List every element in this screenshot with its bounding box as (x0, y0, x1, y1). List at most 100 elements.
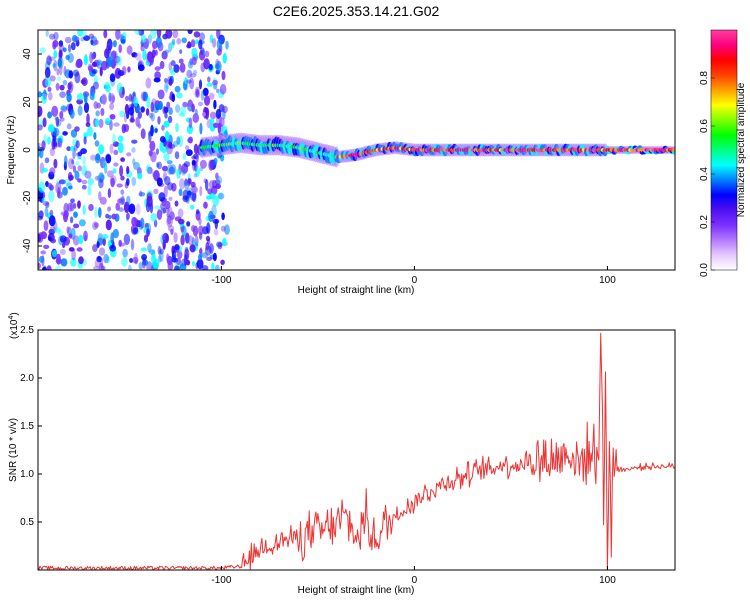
noise-blob (212, 37, 217, 48)
noise-blob (116, 82, 123, 94)
noise-blob (109, 244, 117, 252)
noise-blob (106, 38, 113, 51)
noise-blob (38, 262, 41, 269)
noise-blob (71, 35, 78, 43)
noise-blob (52, 63, 56, 68)
noise-blob (216, 193, 223, 200)
noise-blob (176, 38, 182, 45)
snr-series-line (38, 332, 675, 570)
noise-blob (145, 60, 150, 66)
noise-blob (64, 36, 72, 44)
noise-blob (53, 50, 58, 59)
noise-blob (187, 41, 192, 49)
noise-blob (115, 202, 120, 211)
noise-blob (222, 237, 227, 247)
noise-blob (138, 262, 144, 270)
noise-blob (79, 219, 86, 227)
noise-blob (140, 128, 146, 139)
noise-blob (98, 207, 102, 218)
noise-blob (77, 178, 82, 183)
noise-blob (140, 91, 147, 102)
noise-blob (98, 191, 102, 201)
colorbar-label: Normalized spectral amplitude (736, 82, 747, 217)
noise-blob (225, 40, 229, 50)
noise-blob (112, 228, 120, 239)
noise-blob (198, 32, 206, 41)
noise-blob (146, 195, 153, 208)
noise-blob (72, 165, 77, 173)
noise-blob (47, 111, 52, 119)
noise-blob (206, 222, 211, 235)
noise-blob (161, 124, 165, 131)
noise-blob (111, 95, 116, 103)
noise-blob (38, 145, 42, 157)
noise-blob (66, 226, 70, 234)
noise-blob (220, 259, 225, 265)
noise-blob (163, 120, 170, 128)
noise-blob (145, 108, 150, 116)
noise-blob (98, 263, 104, 270)
noise-blob (140, 217, 145, 229)
noise-blob (180, 234, 185, 246)
noise-blob (213, 99, 217, 110)
noise-blob (120, 189, 125, 195)
noise-blob (99, 196, 107, 205)
colorbar-gradient (710, 29, 738, 271)
noise-blob (109, 143, 114, 154)
noise-blob (93, 265, 101, 270)
noise-blob (93, 75, 99, 84)
noise-blob (129, 117, 135, 123)
noise-blob (81, 179, 88, 185)
noise-blob (106, 56, 114, 67)
noise-blob (73, 202, 77, 209)
noise-blob (132, 158, 136, 166)
noise-blob (98, 60, 104, 66)
colorbar-tick-label: 0.8 (699, 71, 710, 85)
noise-blob (191, 47, 198, 58)
noise-blob (166, 164, 174, 176)
noise-blob (120, 175, 125, 181)
noise-blob (59, 84, 65, 91)
noise-blob (111, 213, 117, 220)
noise-blob (163, 153, 170, 162)
noise-blob (66, 123, 72, 130)
noise-blob (109, 73, 116, 83)
noise-blob (83, 102, 90, 114)
noise-blob (54, 116, 58, 121)
noise-blob (182, 152, 187, 161)
noise-blob (135, 203, 141, 216)
noise-blob (102, 237, 106, 247)
noise-blob (94, 206, 98, 219)
noise-blob (135, 116, 140, 127)
noise-blob (199, 186, 203, 197)
noise-blob (62, 131, 68, 136)
noise-blob (43, 220, 49, 232)
noise-blob (128, 106, 135, 116)
noise-blob (168, 196, 173, 201)
snr-ticks: -100 0 100 0.5 1.0 1.5 2.0 2.5 (20, 325, 616, 586)
noise-blob (219, 36, 225, 45)
noise-blob (140, 44, 145, 52)
noise-blob (51, 139, 55, 151)
noise-blob (180, 105, 187, 118)
noise-blob (156, 162, 160, 168)
noise-blob (140, 106, 145, 113)
noise-blob (187, 106, 193, 111)
noise-blob (184, 248, 190, 260)
noise-blob (112, 168, 117, 174)
noise-blob (126, 212, 130, 220)
noise-blob (157, 89, 165, 100)
noise-blob (156, 209, 163, 221)
noise-blob (208, 63, 213, 71)
noise-blob (117, 142, 124, 154)
noise-blob (77, 165, 82, 172)
noise-blob (59, 91, 66, 98)
noise-blob (120, 157, 125, 162)
noise-blob (169, 164, 177, 175)
noise-blob (192, 113, 200, 123)
noise-blob (209, 34, 214, 44)
noise-blob (161, 200, 166, 207)
noise-blob (44, 157, 50, 164)
spectrogram-y-tick-label: 40 (22, 48, 33, 60)
noise-blob (193, 69, 197, 75)
